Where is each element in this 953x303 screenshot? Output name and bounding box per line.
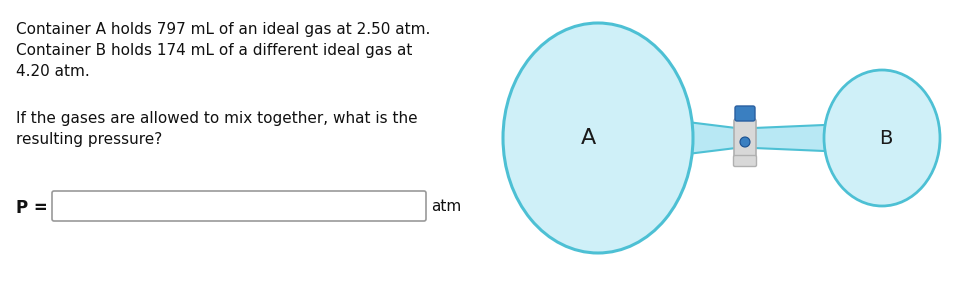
Text: atm: atm [431,199,460,214]
Text: Container B holds 174 mL of a different ideal gas at: Container B holds 174 mL of a different … [16,43,412,58]
Text: B: B [879,128,892,148]
Text: resulting pressure?: resulting pressure? [16,132,162,147]
Polygon shape [753,124,846,152]
Circle shape [740,137,749,147]
Text: If the gases are allowed to mix together, what is the: If the gases are allowed to mix together… [16,111,417,126]
Ellipse shape [823,70,939,206]
Text: P =: P = [16,199,48,217]
Text: Container A holds 797 mL of an ideal gas at 2.50 atm.: Container A holds 797 mL of an ideal gas… [16,22,430,37]
Polygon shape [655,118,735,158]
FancyBboxPatch shape [733,155,756,167]
Text: A: A [579,128,595,148]
FancyBboxPatch shape [52,191,426,221]
FancyBboxPatch shape [733,119,755,165]
Ellipse shape [502,23,692,253]
Text: 4.20 atm.: 4.20 atm. [16,64,90,79]
FancyBboxPatch shape [734,106,754,121]
